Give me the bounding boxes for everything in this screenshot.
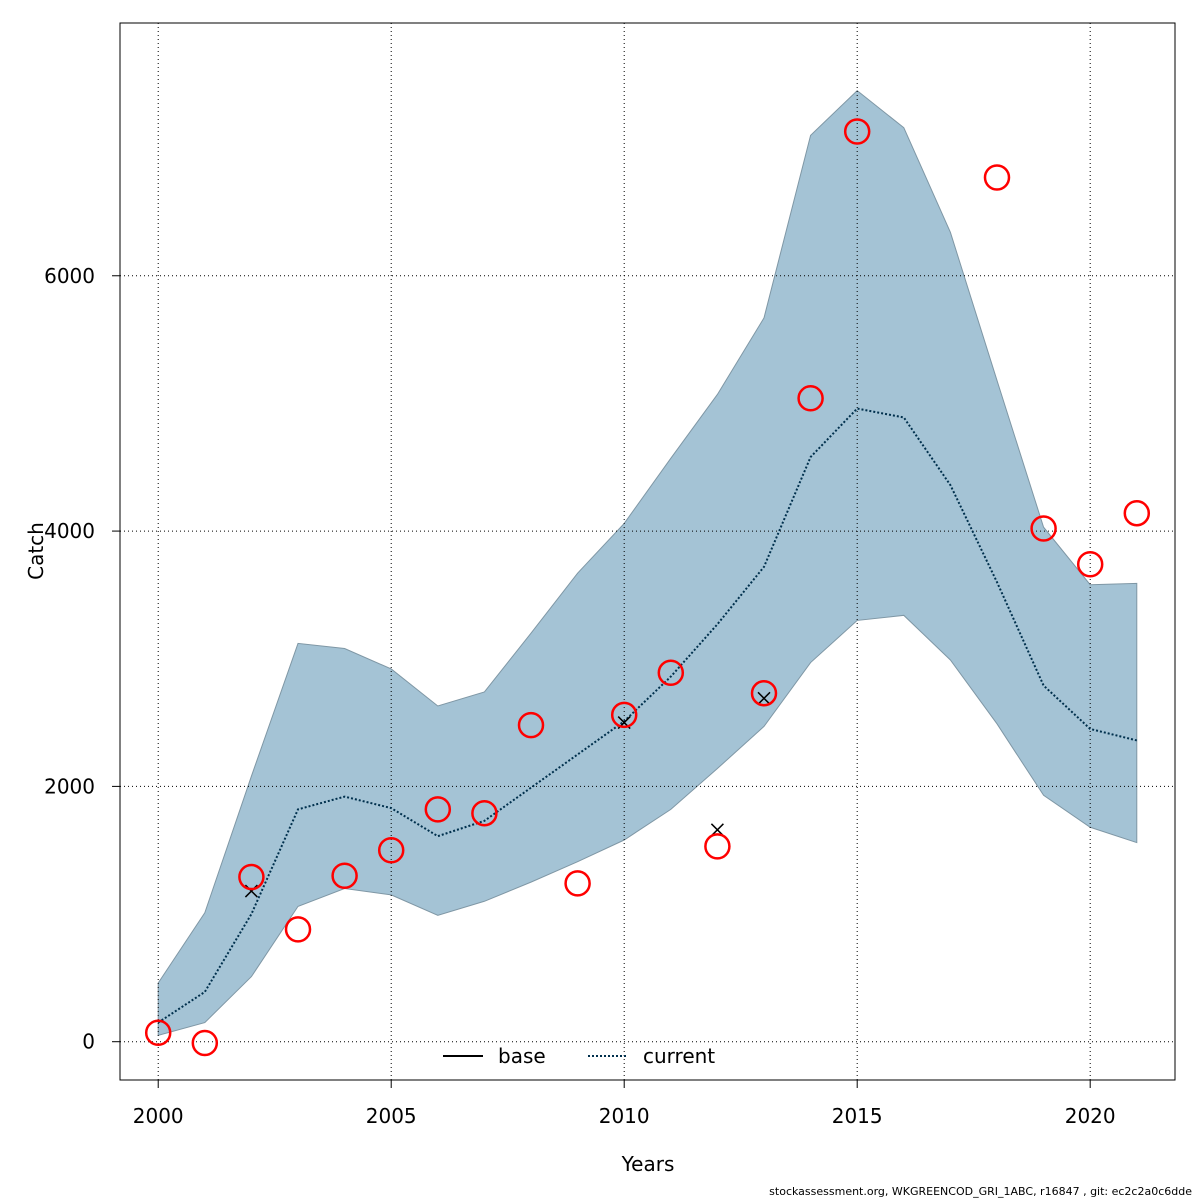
legend-base-label: base — [498, 1044, 546, 1068]
observation-point — [657, 659, 685, 687]
observation-point — [610, 701, 638, 729]
footer-note: stockassessment.org, WKGREENCOD_GRI_1ABC… — [769, 1185, 1192, 1198]
observation-point — [471, 799, 498, 827]
observation-point — [564, 870, 591, 897]
series-line-current — [157, 407, 1138, 1024]
cross-marker — [757, 691, 771, 705]
y-axis-title: Catch — [24, 522, 48, 580]
y-tick-label: 0 — [82, 1030, 95, 1054]
x-tick-label: 2020 — [1065, 1104, 1116, 1128]
observation-point — [983, 164, 1011, 191]
observation-point — [517, 711, 545, 739]
x-tick-label: 2000 — [133, 1104, 184, 1128]
observation-point — [1123, 499, 1151, 527]
observation-point — [1076, 551, 1104, 578]
observation-point — [704, 833, 731, 860]
confidence-band — [157, 89, 1138, 1036]
observation-point — [424, 796, 452, 823]
observation-point — [238, 863, 265, 891]
x-tick-label: 2005 — [366, 1104, 417, 1128]
x-tick-label: 2015 — [832, 1104, 883, 1128]
observation-point — [284, 916, 312, 943]
axis-layer: 2000 2005 2010 2015 2020 0 2000 4000 6000 — [44, 264, 1116, 1128]
observation-point — [144, 1019, 172, 1047]
marker-layer — [144, 118, 1151, 1057]
line-layer — [157, 407, 1138, 1024]
y-tick-label: 6000 — [44, 264, 95, 288]
y-tick-label: 4000 — [44, 519, 95, 543]
observation-point — [331, 862, 358, 889]
observation-point — [1030, 515, 1057, 542]
y-tick-label: 2000 — [44, 774, 95, 798]
observation-point — [377, 836, 405, 864]
x-tick-label: 2010 — [599, 1104, 650, 1128]
observation-point — [191, 1029, 219, 1057]
legend: base current — [443, 1044, 715, 1068]
x-axis-title: Years — [621, 1152, 675, 1176]
legend-current-label: current — [643, 1044, 715, 1068]
observation-point — [843, 118, 871, 145]
observation-point — [750, 679, 778, 707]
observation-point — [797, 385, 824, 412]
confidence-band-layer — [157, 89, 1138, 1036]
